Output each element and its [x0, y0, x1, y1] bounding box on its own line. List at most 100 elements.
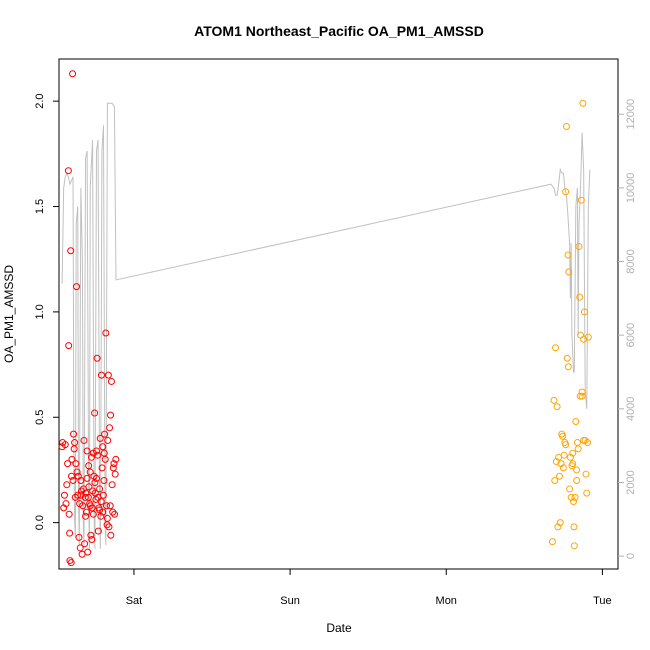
data-point-s1-77: [106, 424, 114, 432]
data-point-s2-21: [565, 268, 573, 276]
data-point-s2-45: [583, 489, 591, 497]
data-point-s1-82: [109, 508, 117, 516]
plot-frame: [58, 58, 619, 570]
data-point-s2-35: [576, 293, 584, 301]
data-point-s1-79: [107, 531, 115, 539]
data-point-s1-85: [111, 510, 119, 518]
x-tick-label: Sun: [280, 595, 300, 607]
data-point-s1-44: [85, 483, 93, 491]
data-point-s1-4: [61, 441, 69, 449]
data-point-s1-64: [97, 371, 105, 379]
data-point-s1-75: [104, 371, 112, 379]
data-point-s1-40: [82, 508, 90, 516]
data-point-s1-26: [74, 491, 82, 499]
data-point-s1-36: [80, 436, 88, 444]
data-point-s1-76: [105, 523, 113, 531]
data-point-s2-48: [562, 188, 570, 196]
y2-tick-label: 0: [625, 553, 637, 559]
data-point-s1-16: [68, 455, 76, 463]
data-point-s2-14: [560, 451, 568, 459]
x-axis-label: Date: [326, 621, 352, 635]
data-point-s1-97: [88, 536, 96, 543]
bottom-axis: Sat Sun Mon Tue: [126, 569, 612, 607]
data-point-s1-92: [96, 506, 104, 514]
data-point-s1-58: [94, 451, 102, 459]
data-point-s2-17: [562, 122, 570, 130]
data-point-s2-19: [564, 251, 572, 259]
data-point-s1-57: [93, 354, 101, 362]
data-point-s1-98: [91, 479, 99, 487]
data-point-s1-34: [79, 502, 87, 510]
data-point-s2-27: [570, 498, 577, 506]
data-point-s1-13: [67, 247, 75, 255]
data-point-s1-33: [78, 550, 86, 558]
data-point-s1-11: [66, 529, 74, 537]
data-point-s1-95: [82, 512, 90, 520]
data-point-s1-37: [81, 540, 89, 548]
data-point-s1-78: [106, 502, 114, 510]
left-axis: 0.0 0.5 1.0 1.5 2.0: [34, 94, 59, 530]
data-point-s2-28: [570, 542, 578, 550]
points-layer: [58, 70, 592, 567]
data-point-s1-9: [65, 342, 73, 350]
data-point-s1-32: [77, 487, 85, 495]
data-point-s1-102: [103, 514, 111, 522]
data-point-s2-42: [580, 308, 588, 316]
data-point-s1-86: [111, 470, 119, 478]
data-point-s1-63: [97, 512, 105, 520]
data-point-s1-53: [91, 409, 99, 417]
data-point-s2-38: [577, 196, 585, 204]
data-point-s1-65: [98, 464, 106, 472]
data-point-s1-59: [94, 527, 102, 535]
x-tick-label: Mon: [436, 595, 457, 607]
x-tick-label: Tue: [593, 595, 612, 607]
y2-tick-label: 10000: [625, 173, 637, 204]
altitude-line: [61, 102, 591, 549]
data-point-s1-83: [109, 464, 117, 472]
data-point-s2-40: [579, 99, 587, 107]
data-point-s1-14: [67, 559, 75, 567]
altitude-line-layer: [61, 102, 591, 549]
data-point-s1-93: [99, 443, 107, 451]
data-point-s1-48: [87, 453, 95, 461]
x-tick-label: Sat: [126, 595, 143, 607]
data-point-s1-30: [76, 544, 84, 552]
data-point-s1-61: [96, 485, 104, 493]
data-point-s2-53: [569, 449, 577, 457]
data-point-s1-84: [110, 460, 118, 468]
y-tick-label: 1.5: [34, 199, 46, 214]
data-point-s1-80: [107, 377, 115, 385]
data-point-s1-10: [65, 510, 73, 518]
y-tick-label: 1.0: [34, 304, 46, 319]
data-point-s2-32: [573, 439, 581, 447]
data-point-s2-44: [582, 470, 590, 478]
right-axis: 0 2000 4000 6000 8000 10000 12000: [618, 99, 637, 559]
data-point-s1-43: [84, 493, 92, 501]
y-tick-label: 0.5: [34, 410, 46, 425]
data-point-s2-52: [573, 466, 581, 474]
data-point-s2-8: [555, 472, 563, 480]
data-point-s1-91: [92, 474, 100, 482]
data-point-s1-90: [89, 449, 97, 457]
data-point-s1-101: [100, 449, 108, 457]
y-axis-label: OA_PM1_AMSSD: [2, 265, 16, 363]
data-point-s2-9: [556, 519, 564, 527]
data-point-s1-46: [86, 468, 94, 476]
data-point-s1-3: [60, 491, 68, 499]
data-point-s2-34: [575, 243, 583, 251]
data-point-s1-38: [81, 493, 89, 501]
data-point-s1-94: [77, 491, 85, 499]
data-point-s1-47: [87, 531, 95, 539]
data-point-s2-26: [569, 460, 577, 468]
y-tick-label: 0.0: [34, 515, 46, 530]
y2-tick-label: 2000: [625, 470, 637, 494]
data-point-s1-41: [83, 474, 91, 482]
data-point-s1-25: [73, 468, 81, 476]
data-point-s1-18: [69, 476, 77, 484]
data-point-s2-46: [584, 439, 592, 447]
data-point-s1-17: [69, 70, 77, 78]
data-point-s1-74: [104, 436, 112, 444]
data-point-s1-68: [100, 476, 108, 484]
data-point-s2-3: [552, 344, 560, 352]
